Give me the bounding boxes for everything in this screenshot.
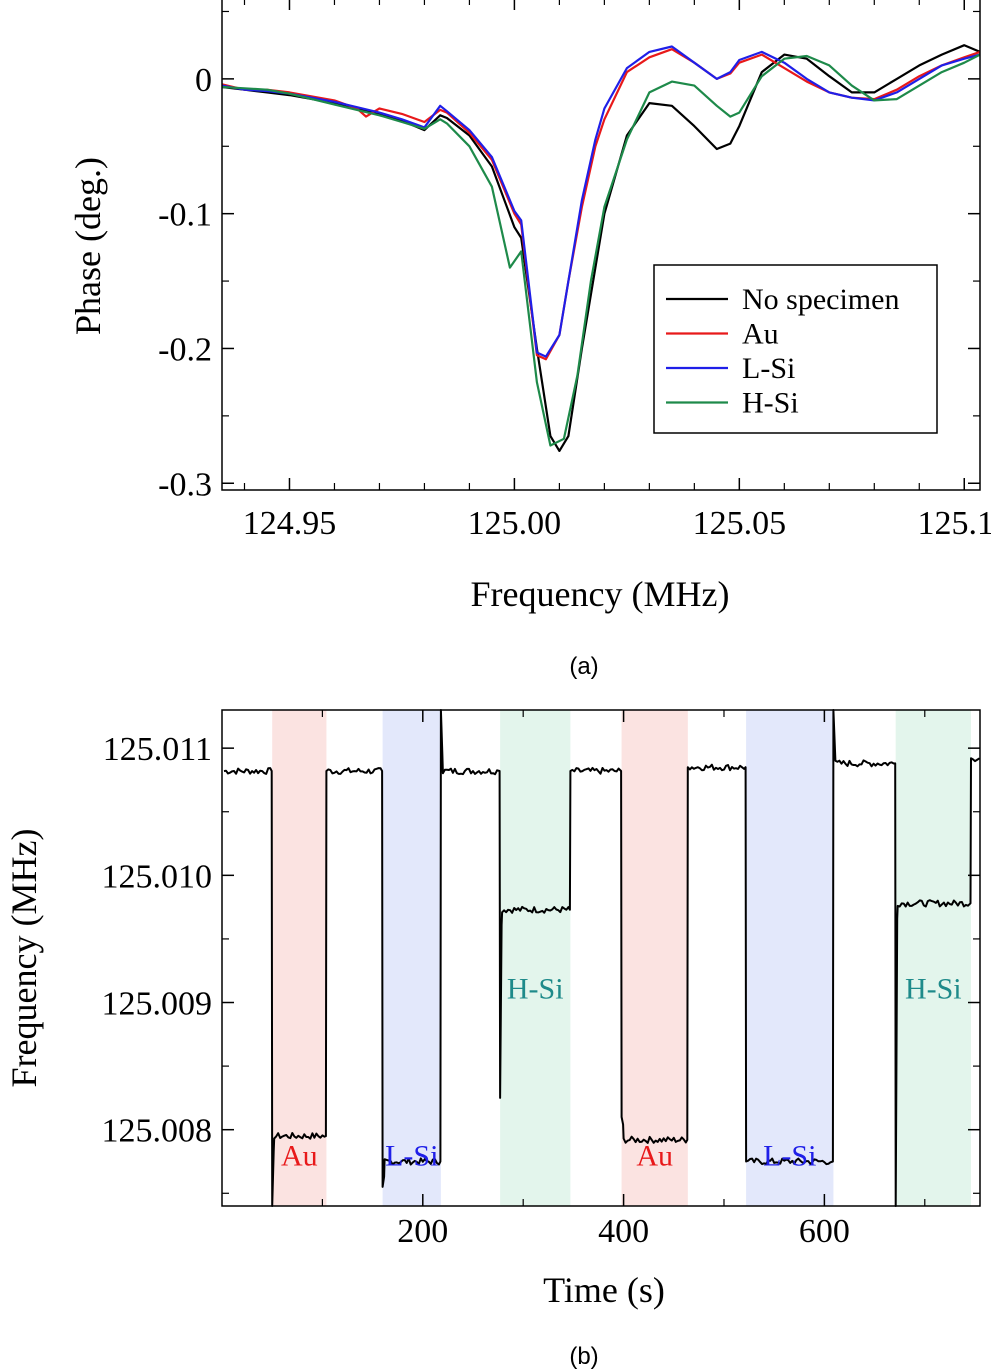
legend-label-h-si: H-Si: [742, 387, 799, 420]
shaded-region-h-si: [500, 710, 571, 1206]
shaded-region-l-si: [746, 710, 834, 1206]
legend-box: [653, 264, 938, 434]
x-tick-label: 125.05: [693, 505, 787, 542]
series-line-l-si: [221, 45, 981, 358]
chart-b-region-labels: Au L-Si H-Si Au L-Si H-Si: [281, 973, 962, 1173]
chart-a-plot-frame: [221, 0, 981, 491]
chart-a-ticks: 124.95 125.00 125.05 125.10 0 -0.1 -0.2 -0.3: [158, 0, 991, 542]
legend-label-au: Au: [742, 318, 779, 351]
chart-a-y-axis-label: Phase (deg.): [68, 157, 108, 335]
shaded-region-l-si: [382, 710, 441, 1206]
chart-b: 200 400 600 125.008 125.009 125.010 125.011 Au…: [4, 709, 981, 1369]
series-line-h-si: [221, 53, 981, 447]
y-tick-label: 125.010: [102, 858, 213, 895]
y-tick-label: 125.011: [103, 731, 212, 768]
x-tick-label: 600: [799, 1213, 850, 1250]
chart-b-ticks: 200 400 600 125.008 125.009 125.010 125.011: [102, 710, 980, 1250]
region-label-l-si: L-Si: [763, 1139, 816, 1172]
x-tick-label: 124.95: [243, 505, 337, 542]
chart-b-y-axis-label: Frequency (MHz): [4, 829, 44, 1088]
chart-b-x-axis-label: Time (s): [543, 1270, 665, 1310]
region-label-au: Au: [281, 1139, 318, 1172]
y-tick-label: -0.1: [158, 197, 212, 234]
shaded-region-h-si: [895, 710, 971, 1206]
shaded-region-au: [272, 710, 327, 1206]
region-label-l-si: L-Si: [385, 1139, 438, 1172]
chart-a-x-axis-label: Frequency (MHz): [471, 574, 730, 614]
x-tick-label: 400: [598, 1213, 649, 1250]
x-tick-label: 125.10: [918, 505, 991, 542]
chart-b-regions: [272, 710, 971, 1206]
x-tick-label: 200: [397, 1213, 448, 1250]
series-line-frequency-trace: [223, 709, 981, 1207]
shaded-region-au: [621, 710, 688, 1206]
y-tick-label: 125.009: [102, 986, 213, 1023]
y-tick-label: -0.3: [158, 466, 212, 503]
y-tick-label: 125.008: [102, 1113, 213, 1150]
chart-b-plot-frame: [221, 709, 981, 1207]
legend-label-no-specimen: No specimen: [742, 283, 899, 316]
panel-label-b: (b): [569, 1343, 598, 1369]
region-label-au: Au: [636, 1139, 673, 1172]
panel-label-a: (a): [569, 653, 598, 680]
region-label-h-si: H-Si: [507, 973, 564, 1006]
chart-a: 124.95 125.00 125.05 125.10 0 -0.1 -0.2 -0.3 No…: [68, 0, 991, 680]
y-tick-label: 0: [195, 62, 212, 99]
legend-label-l-si: L-Si: [742, 352, 795, 385]
y-tick-label: -0.2: [158, 331, 212, 368]
region-label-h-si: H-Si: [905, 973, 962, 1006]
chart-b-series-group: [223, 709, 981, 1207]
x-tick-label: 125.00: [468, 505, 562, 542]
chart-a-series-group: [221, 44, 981, 452]
